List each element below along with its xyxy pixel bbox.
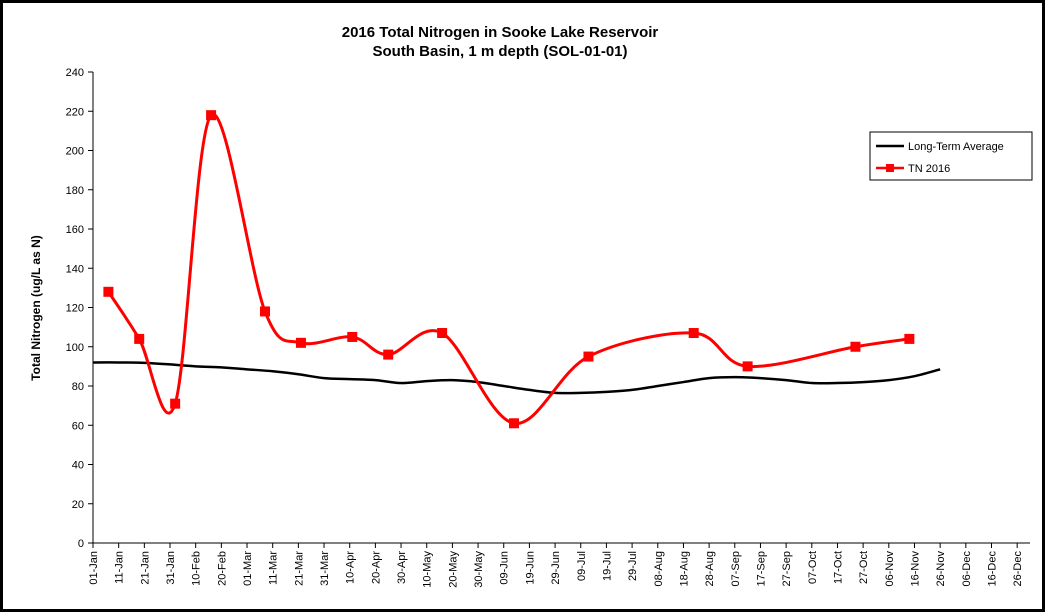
marker	[583, 351, 594, 362]
marker	[509, 418, 520, 429]
x-tick-label: 20-Feb	[216, 551, 228, 586]
line	[107, 112, 910, 425]
legend-label: TN 2016	[908, 163, 950, 175]
y-tick-label: 120	[66, 303, 84, 315]
y-tick-label: 140	[66, 263, 84, 275]
x-tick-label: 01-Mar	[242, 551, 254, 586]
legend-marker	[886, 164, 894, 172]
marker	[742, 361, 753, 372]
y-tick-label: 20	[72, 499, 84, 511]
x-tick-label: 26-Dec	[1012, 551, 1024, 587]
x-tick-label: 27-Oct	[858, 551, 870, 584]
y-tick-label: 180	[66, 185, 84, 197]
y-tick-label: 80	[72, 381, 84, 393]
x-tick-label: 19-Jul	[601, 551, 613, 581]
x-tick-label: 31-Mar	[319, 551, 331, 586]
marker	[383, 349, 394, 360]
x-tick-label: 10-Apr	[345, 551, 357, 584]
x-tick-label: 06-Nov	[884, 551, 896, 587]
x-tick-label: 28-Aug	[704, 551, 716, 586]
x-tick-label: 06-Dec	[961, 551, 973, 587]
line	[92, 361, 941, 395]
x-tick-label: 07-Sep	[730, 551, 742, 586]
x-tick-label: 26-Nov	[935, 551, 947, 587]
marker	[347, 331, 358, 342]
x-tick-label: 29-Jul	[627, 551, 639, 581]
marker	[688, 328, 699, 339]
x-tick-label: 18-Aug	[678, 551, 690, 586]
x-tick-label: 20-May	[447, 551, 459, 588]
x-tick-label: 30-May	[473, 551, 485, 588]
marker	[206, 110, 217, 121]
marker	[904, 333, 915, 344]
x-tick-label: 27-Sep	[781, 551, 793, 586]
x-tick-label: 20-Apr	[370, 551, 382, 584]
x-tick-label: 16-Dec	[986, 551, 998, 587]
x-tick-label: 09-Jun	[499, 551, 511, 585]
x-tick-label: 10-Feb	[191, 551, 203, 586]
x-tick-label: 31-Jan	[165, 551, 177, 585]
y-tick-label: 60	[72, 420, 84, 432]
x-tick-label: 30-Apr	[396, 551, 408, 584]
legend-label: Long-Term Average	[908, 141, 1004, 153]
x-tick-label: 17-Oct	[832, 551, 844, 584]
x-tick-label: 01-Jan	[88, 551, 100, 585]
marker	[850, 341, 861, 352]
x-tick-label: 29-Jun	[550, 551, 562, 585]
x-tick-label: 09-Jul	[576, 551, 588, 581]
x-tick-label: 08-Aug	[653, 551, 665, 586]
marker	[103, 286, 114, 297]
y-tick-label: 160	[66, 224, 84, 236]
y-tick-label: 220	[66, 106, 84, 118]
x-tick-label: 19-Jun	[524, 551, 536, 585]
x-tick-label: 17-Sep	[755, 551, 767, 586]
marker	[295, 337, 306, 348]
y-tick-label: 40	[72, 460, 84, 472]
marker	[134, 333, 145, 344]
y-tick-label: 100	[66, 342, 84, 354]
chart-subtitle: South Basin, 1 m depth (SOL-01-01)	[372, 43, 627, 60]
x-tick-label: 11-Mar	[268, 551, 280, 585]
marker	[437, 328, 448, 339]
marker	[259, 306, 270, 317]
x-tick-label: 21-Mar	[293, 551, 305, 586]
x-tick-label: 21-Jan	[139, 551, 151, 585]
marker	[170, 398, 181, 409]
chart-title: 2016 Total Nitrogen in Sooke Lake Reserv…	[342, 24, 659, 41]
legend-box	[869, 131, 1033, 181]
x-tick-label: 11-Jan	[114, 551, 126, 584]
y-tick-label: 240	[66, 67, 84, 79]
x-tick-label: 16-Nov	[909, 551, 921, 587]
x-tick-label: 10-May	[422, 551, 434, 588]
y-tick-label: 0	[78, 538, 84, 550]
x-tick-label: 07-Oct	[807, 551, 819, 584]
y-tick-label: 200	[66, 146, 84, 158]
y-axis-title: Total Nitrogen (ug/L as N)	[29, 235, 43, 381]
